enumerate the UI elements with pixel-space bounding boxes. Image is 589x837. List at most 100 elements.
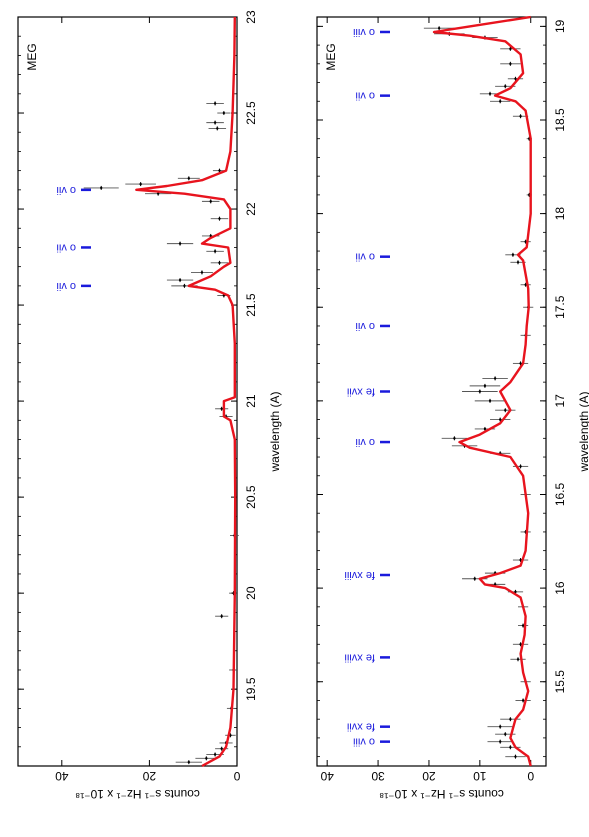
data-point — [521, 624, 525, 627]
line-id-label: fe xvii — [347, 721, 375, 733]
x-tick-label: 21.5 — [244, 293, 258, 317]
data-point — [213, 102, 217, 105]
data-point — [499, 100, 502, 103]
data-point — [178, 278, 182, 282]
data-point — [509, 746, 512, 749]
data-point — [493, 377, 497, 380]
line-id-label: o vii — [355, 251, 375, 263]
data-point — [187, 760, 191, 764]
data-point — [519, 362, 522, 365]
data-point — [521, 699, 525, 702]
data-point — [216, 127, 219, 130]
x-tick-label: 19 — [553, 19, 567, 33]
spectrum-panel-right: 15.5 16 16.5 17 17.5 18 18.5 19 0 10 20 30 40 wavelen… — [316, 15, 589, 801]
line-id-label: o vii — [355, 90, 375, 102]
x-tick-label: 18.5 — [553, 108, 567, 132]
data-point — [437, 27, 441, 30]
data-point — [499, 725, 502, 728]
x-tick-label: 21 — [244, 394, 258, 408]
data-point — [514, 77, 517, 80]
data-point — [156, 192, 160, 195]
spectrum-panel-left: 19.5 20 20.5 21 21.5 22 22.5 23 0 20 40 wavelength … — [17, 10, 282, 801]
data-point — [187, 177, 191, 180]
data-point — [218, 261, 221, 265]
data-point — [483, 384, 487, 388]
data-point — [519, 465, 522, 468]
data-point — [213, 121, 217, 124]
data-point — [453, 437, 456, 440]
data-point — [478, 390, 482, 393]
instrument-label: MEG — [324, 43, 338, 70]
data-point — [183, 284, 186, 288]
data-point — [519, 115, 522, 118]
data-point — [488, 92, 492, 95]
model-line — [432, 15, 532, 767]
x-tick-label: 20 — [244, 586, 258, 600]
y-tick-label: 40 — [320, 769, 334, 783]
y-axis-label: counts s⁻¹ Hz⁻¹ x 10⁻¹⁸ — [75, 787, 200, 801]
data-point — [218, 169, 221, 172]
line-id-label: o vii — [355, 320, 375, 332]
x-tick-label: 17.5 — [553, 295, 567, 319]
data-point — [514, 590, 517, 594]
data-point — [178, 242, 182, 245]
y-tick-label: 40 — [55, 769, 69, 783]
x-tick-label: 15.5 — [553, 670, 567, 694]
data-point — [213, 250, 217, 253]
x-tick-label: 20.5 — [244, 485, 258, 509]
data-point — [509, 717, 512, 721]
y-tick-label: 0 — [527, 769, 534, 783]
line-id-label: fe xvii — [347, 386, 375, 398]
data-point — [205, 757, 208, 760]
data-point — [213, 753, 217, 756]
y-tick-label: 0 — [233, 769, 240, 783]
data-point — [509, 47, 512, 51]
y-tick-label: 20 — [142, 769, 156, 783]
line-id-label: fe xviii — [344, 569, 375, 581]
line-id-label: o vii — [56, 241, 76, 253]
data-point — [488, 399, 492, 403]
line-id-label: o vii — [56, 184, 76, 196]
data-point — [516, 658, 520, 661]
x-tick-label: 22 — [244, 202, 258, 216]
y-tick-label: 10 — [473, 769, 487, 783]
x-axis-label: wavelength (A) — [577, 391, 589, 472]
x-tick-label: 16.5 — [553, 482, 567, 506]
data-point — [220, 615, 223, 618]
data-point — [218, 217, 221, 220]
x-tick-label: 18 — [553, 207, 567, 221]
line-id-label: o vii — [355, 436, 375, 448]
data-point — [220, 747, 223, 750]
plot-frame — [316, 16, 547, 767]
data-point — [473, 577, 476, 580]
data-point — [220, 407, 223, 410]
data-point — [519, 643, 522, 646]
y-tick-label: 20 — [422, 769, 436, 783]
x-tick-label: 23 — [244, 10, 258, 24]
instrument-label: MEG — [25, 43, 39, 70]
data-point — [504, 409, 507, 412]
data-point — [483, 427, 487, 431]
y-axis-label: counts s⁻¹ Hz⁻¹ x 10⁻¹⁸ — [379, 787, 504, 801]
data-point — [516, 261, 520, 264]
x-tick-label: 16 — [553, 581, 567, 595]
data-point — [139, 182, 142, 186]
data-point — [200, 271, 204, 274]
data-point — [100, 186, 103, 190]
line-id-label: o vii — [56, 280, 76, 292]
data-point — [504, 85, 507, 88]
data-point — [504, 732, 507, 736]
x-axis-label: wavelength (A) — [268, 391, 282, 472]
data-point — [511, 253, 515, 257]
data-point — [499, 740, 502, 743]
line-id-label: fe xviii — [344, 651, 375, 663]
data-point — [499, 418, 502, 421]
data-point — [222, 111, 226, 115]
x-tick-label: 22.5 — [244, 101, 258, 125]
data-point — [209, 200, 212, 203]
x-tick-label: 19.5 — [244, 677, 258, 701]
line-id-label: o viii — [353, 26, 375, 38]
y-tick-label: 30 — [371, 769, 385, 783]
model-line — [135, 16, 237, 768]
